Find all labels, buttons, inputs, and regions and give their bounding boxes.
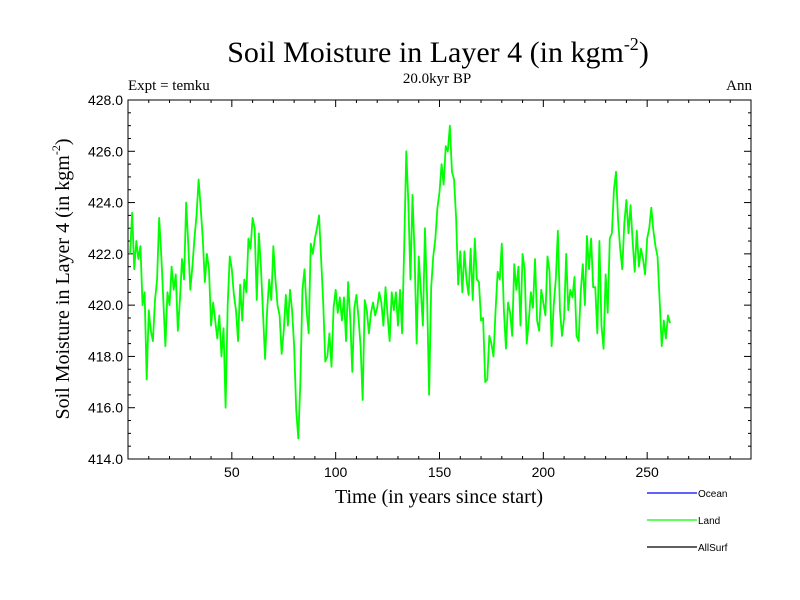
x-tick-label: 50 (224, 464, 240, 480)
legend-label-allsurf: AllSurf (698, 543, 728, 554)
x-tick-label: 100 (324, 464, 348, 480)
y-tick-label: 414.0 (88, 451, 123, 467)
chart-title-close: ) (639, 36, 649, 69)
chart-title: Soil Moisture in Layer 4 (in kgm-2) (227, 34, 649, 69)
y-axis-label-main: Soil Moisture in Layer 4 (in kgm (52, 155, 74, 420)
x-tick-label: 150 (428, 464, 452, 480)
y-tick-label: 422.0 (88, 246, 123, 262)
y-tick-label: 420.0 (88, 297, 123, 313)
series-layer (129, 124, 671, 440)
y-axis-ticks: 414.0 416.0 418.0 420.0 422.0 424.0 426.0 428.0 (88, 92, 751, 467)
y-tick-label: 416.0 (88, 400, 123, 416)
x-tick-label: 200 (532, 464, 556, 480)
experiment-label: Expt = temku (128, 78, 210, 94)
y-tick-label: 418.0 (88, 348, 123, 364)
legend-label-land: Land (698, 516, 720, 527)
y-axis-label: Soil Moisture in Layer 4 (in kgm-2) (49, 138, 74, 419)
y-tick-label: 428.0 (88, 92, 123, 108)
y-axis-label-close: ) (52, 138, 74, 145)
plot-area (127, 99, 752, 460)
series-line-land (129, 124, 671, 440)
season-label: Ann (726, 78, 752, 94)
chart-subtitle: 20.0kyr BP (403, 71, 471, 87)
y-axis-label-superscript: -2 (49, 145, 63, 155)
y-tick-label: 424.0 (88, 195, 123, 211)
chart-title-main: Soil Moisture in Layer 4 (in kgm (227, 36, 624, 69)
legend: Ocean Land AllSurf (647, 489, 728, 554)
chart-title-superscript: -2 (624, 34, 639, 54)
y-tick-label: 426.0 (88, 143, 123, 159)
x-axis-ticks: 50 100 150 200 250 (148, 100, 731, 480)
x-tick-label: 250 (635, 464, 659, 480)
legend-label-ocean: Ocean (698, 489, 727, 500)
x-axis-label: Time (in years since start) (335, 486, 543, 508)
